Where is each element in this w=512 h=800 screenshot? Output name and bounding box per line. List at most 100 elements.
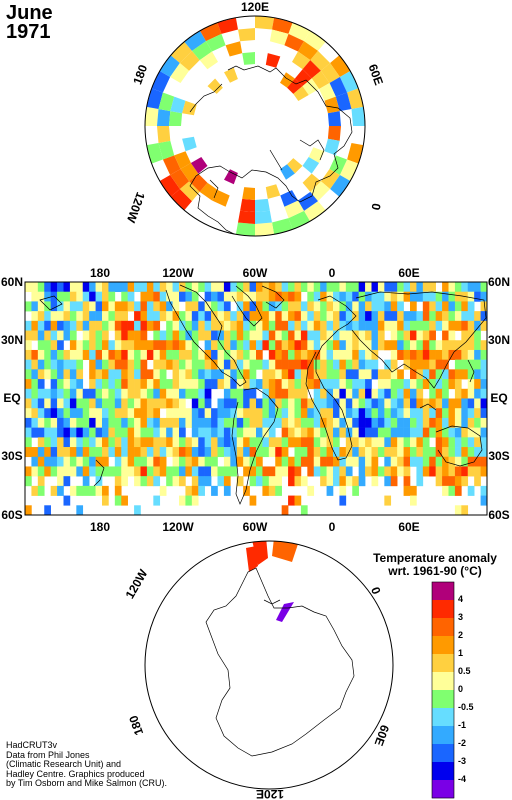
eq-cell	[275, 291, 282, 302]
eq-cell	[191, 291, 199, 302]
eq-cell	[108, 291, 116, 302]
eq-cell	[371, 447, 379, 458]
eq-cell	[172, 379, 180, 390]
eq-cell	[127, 437, 135, 448]
eq-cell	[31, 398, 39, 409]
eq-cell	[82, 311, 90, 322]
eq-cell	[403, 398, 411, 409]
eq-cell	[262, 476, 270, 487]
eq-cell	[352, 340, 359, 351]
legend-swatch	[432, 600, 454, 619]
eq-cell	[198, 349, 205, 360]
eq-cell	[480, 417, 488, 428]
eq-cell	[179, 291, 186, 302]
eq-cell	[416, 291, 424, 302]
eq-cell	[25, 340, 32, 351]
eq-cell	[243, 466, 250, 477]
eq-cell	[339, 466, 347, 477]
eq-cell	[307, 320, 315, 331]
eq-cell	[50, 282, 58, 293]
eq-cell	[191, 330, 199, 341]
eq-cell	[474, 340, 481, 351]
np-cell	[255, 210, 272, 224]
eq-cell	[410, 349, 417, 360]
eq-cell	[294, 495, 302, 506]
eq-cell	[185, 388, 193, 399]
eq-cell	[121, 495, 128, 506]
eq-cell	[44, 388, 51, 399]
eq-cell	[179, 282, 186, 293]
eq-cell	[25, 330, 32, 341]
eq-cell	[288, 388, 295, 399]
eq-cell	[230, 311, 238, 322]
eq-cell	[352, 282, 359, 293]
eq-cell	[172, 437, 180, 448]
eq-cell	[403, 291, 411, 302]
eq-cell	[365, 369, 372, 380]
eq-cell	[69, 291, 77, 302]
eq-cell	[249, 417, 257, 428]
eq-cell	[422, 301, 430, 312]
eq-cell	[410, 330, 417, 341]
eq-cell	[95, 437, 103, 448]
eq-cell	[358, 388, 366, 399]
eq-cell	[140, 369, 148, 380]
eq-cell	[429, 456, 436, 467]
eq-cell	[44, 282, 51, 293]
eq-cell	[69, 456, 77, 467]
eq-cell	[300, 398, 308, 409]
eq-cell	[159, 291, 167, 302]
eq-cell	[166, 291, 173, 302]
eq-cell	[146, 379, 154, 390]
eq-cell	[223, 398, 231, 409]
eq-cell	[281, 437, 289, 448]
eq-cell	[377, 301, 385, 312]
eq-cell	[442, 388, 449, 399]
eq-cell	[50, 349, 58, 360]
eq-cell	[89, 437, 96, 448]
eq-cell	[442, 408, 449, 419]
eq-cell	[172, 330, 180, 341]
eq-cell	[140, 311, 148, 322]
eq-cell	[230, 349, 238, 360]
eq-cell	[63, 359, 71, 370]
eq-cell	[410, 291, 417, 302]
np-cell	[192, 41, 212, 61]
eq-cell	[114, 437, 122, 448]
np-cell	[287, 158, 303, 174]
eq-cell	[365, 427, 372, 438]
eq-cell	[108, 437, 116, 448]
eq-cell	[134, 408, 141, 419]
eq-cell	[249, 301, 257, 312]
eq-cell	[217, 417, 225, 428]
eq-cell	[403, 282, 411, 293]
eq-cell	[397, 330, 404, 341]
eq-cell	[288, 408, 295, 419]
eq-cell	[69, 359, 77, 370]
eq-cell	[249, 408, 257, 419]
eq-cell	[57, 291, 64, 302]
eq-cell	[89, 349, 96, 360]
eq-cell	[172, 447, 180, 458]
np-cell	[238, 210, 255, 224]
eq-cell	[166, 398, 173, 409]
eq-cell	[102, 282, 109, 293]
np-cell	[217, 17, 238, 34]
eq-cell	[256, 476, 263, 487]
eq-cell	[191, 398, 199, 409]
eq-cell	[191, 379, 199, 390]
eq-cell	[217, 349, 225, 360]
eq-cell	[102, 291, 109, 302]
eq-cell	[320, 330, 327, 341]
eq-cell	[243, 330, 250, 341]
eq-cell	[448, 466, 456, 477]
eq-cell	[204, 437, 212, 448]
eq-cell	[410, 359, 417, 370]
eq-cell	[204, 398, 212, 409]
legend-level-label: 3	[458, 612, 464, 622]
eq-cell	[268, 379, 276, 390]
eq-cell	[480, 456, 488, 467]
eq-cell	[390, 330, 398, 341]
np-cell	[335, 92, 352, 112]
eq-cell	[108, 359, 116, 370]
